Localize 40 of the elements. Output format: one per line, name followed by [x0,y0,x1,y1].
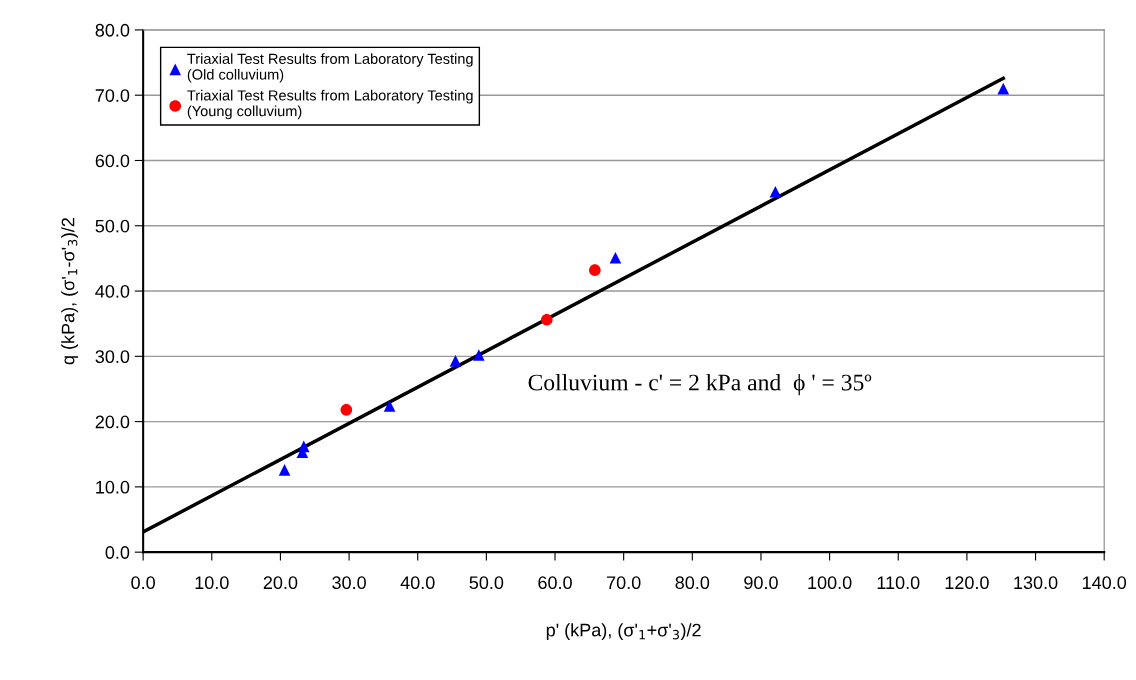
point [297,440,310,453]
x-tick-label: 70.0 [607,576,641,590]
x-tick-label: 130.0 [1014,576,1058,590]
legend-label: Triaxial Test Results from Laboratory Testing (Old colluvium) [187,53,473,83]
x-tick-label: 120.0 [945,576,989,590]
legend-label: Triaxial Test Results from Laboratory Testing (Young colluvium) [187,89,473,120]
x-tick-label: 80.0 [675,576,710,590]
y-tick-label: 10.0 [96,480,130,494]
y-tick-label: 30.0 [95,350,130,364]
y-tick-label: 20.0 [95,415,130,429]
annotation: Colluvium - c' = 2 kPa and ϕ ' = 35º [528,373,872,396]
y-axis-title: q (kPa), (σ'$_{1}$-σ'$_{3}$)/2 [61,218,78,365]
point [449,355,462,367]
x-tick-label: 50.0 [469,576,504,590]
x-tick-label: 0.0 [131,576,155,590]
point [278,464,291,476]
y-tick-label: 50.0 [95,219,130,233]
x-tick-label: 110.0 [877,576,920,590]
y-tick-label: 80.0 [95,23,130,37]
x-tick-label: 140.0 [1082,576,1127,590]
x-tick-label: 100.0 [808,576,852,590]
point [769,186,782,198]
y-tick-label: 70.0 [95,89,130,102]
x-tick-label: 10.0 [195,576,229,590]
x-tick-label: 60.0 [538,576,572,590]
point [540,313,553,326]
x-tick-label: 20.0 [263,576,298,590]
point [340,404,353,416]
point [609,251,622,264]
point [473,349,485,361]
x-tick-label: 40.0 [400,576,435,590]
x-axis-title: p' (kPa), (σ'$_{1}$+σ'$_{3}$)/2 [546,623,701,641]
y-tick-label: 0.0 [105,546,130,559]
x-tick-label: 90.0 [744,576,778,590]
y-tick-label: 40.0 [95,284,130,298]
point [589,264,601,276]
y-tick-label: 60.0 [95,154,130,168]
x-tick-label: 30.0 [332,576,366,590]
point [383,400,396,412]
point [997,82,1010,95]
